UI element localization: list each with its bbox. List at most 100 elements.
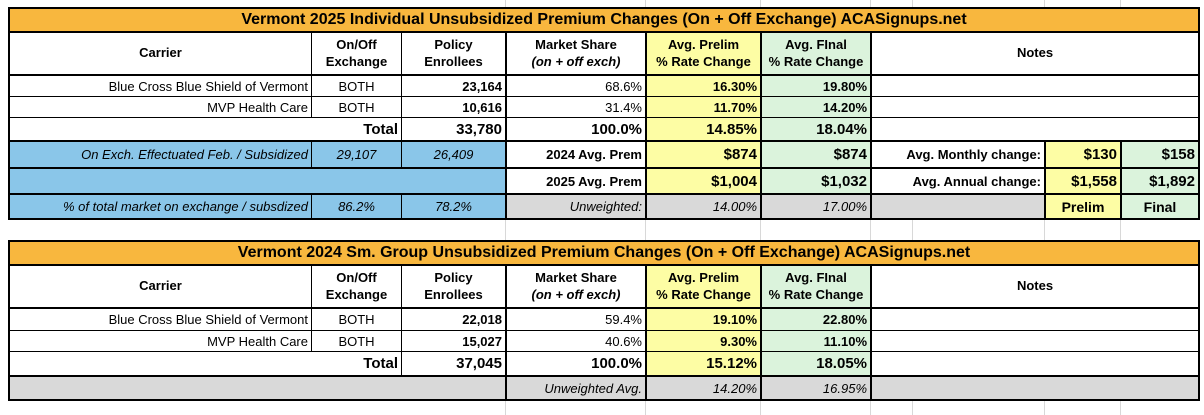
- carrier-row-bcbs: Blue Cross Blue Shield of Vermont BOTH 2…: [10, 309, 1198, 331]
- carrier-row-mvp: MVP Health Care BOTH 15,027 40.6% 9.30% …: [10, 331, 1198, 352]
- prem-2025-final[interactable]: $1,032: [762, 169, 872, 193]
- total-notes[interactable]: [872, 352, 1198, 375]
- prelim-cell[interactable]: 9.30%: [647, 331, 762, 351]
- total-enrollees[interactable]: 33,780: [402, 118, 507, 140]
- total-prelim[interactable]: 14.85%: [647, 118, 762, 140]
- monthly-change-final[interactable]: $158: [1122, 142, 1198, 167]
- individual-table: Vermont 2025 Individual Unsubsidized Pre…: [8, 7, 1200, 220]
- enrollees-header[interactable]: Policy Enrollees: [402, 266, 507, 307]
- unweighted-row: Unweighted Avg. 14.20% 16.95%: [10, 377, 1198, 399]
- prem-2024-final[interactable]: $874: [762, 142, 872, 167]
- exchange-header[interactable]: On/Off Exchange: [312, 33, 402, 74]
- unweighted-final[interactable]: 17.00%: [762, 195, 872, 218]
- enrollees-header[interactable]: Policy Enrollees: [402, 33, 507, 74]
- individual-table-title[interactable]: Vermont 2025 Individual Unsubsidized Pre…: [10, 9, 1198, 31]
- carrier-header[interactable]: Carrier: [10, 266, 312, 307]
- total-final[interactable]: 18.04%: [762, 118, 872, 140]
- market-share-header[interactable]: Market Share (on + off exch): [507, 266, 647, 307]
- carrier-row-bcbs: Blue Cross Blue Shield of Vermont BOTH 2…: [10, 76, 1198, 97]
- notes-header[interactable]: Notes: [872, 33, 1198, 74]
- pct-on-exchange-row: % of total market on exchange / subsdize…: [10, 195, 1198, 218]
- unweighted-label[interactable]: Unweighted:: [507, 195, 647, 218]
- monthly-change-label[interactable]: Avg. Monthly change:: [872, 142, 1046, 167]
- prelim-header[interactable]: Avg. Prelim% Rate Change: [647, 33, 762, 74]
- notes-cell[interactable]: [872, 331, 1198, 351]
- annual-change-label[interactable]: Avg. Annual change:: [872, 169, 1046, 193]
- exchange-cell[interactable]: BOTH: [312, 76, 402, 96]
- exchange-header[interactable]: On/Off Exchange: [312, 266, 402, 307]
- final-cell[interactable]: 22.80%: [762, 309, 872, 330]
- final-cell[interactable]: 19.80%: [762, 76, 872, 96]
- total-market-share[interactable]: 100.0%: [507, 118, 647, 140]
- subsidized-label[interactable]: On Exch. Effectuated Feb. / Subsidized: [10, 142, 312, 167]
- subsidized-on-exch[interactable]: 29,107: [312, 142, 402, 167]
- unweighted-blank-notes[interactable]: [872, 377, 1198, 399]
- carrier-cell[interactable]: MVP Health Care: [10, 97, 312, 117]
- subsidized-blank-cell[interactable]: [10, 169, 507, 193]
- annual-change-prelim[interactable]: $1,558: [1046, 169, 1122, 193]
- unweighted-blank-left[interactable]: [10, 377, 507, 399]
- enrollees-cell[interactable]: 15,027: [402, 331, 507, 351]
- annual-change-final[interactable]: $1,892: [1122, 169, 1198, 193]
- carrier-cell[interactable]: Blue Cross Blue Shield of Vermont: [10, 76, 312, 96]
- notes-cell[interactable]: [872, 97, 1198, 117]
- final-tag[interactable]: Final: [1122, 195, 1198, 218]
- market-share-cell[interactable]: 31.4%: [507, 97, 647, 117]
- monthly-change-prelim[interactable]: $130: [1046, 142, 1122, 167]
- prem-2024-prelim[interactable]: $874: [647, 142, 762, 167]
- market-share-header[interactable]: Market Share (on + off exch): [507, 33, 647, 74]
- enrollees-cell[interactable]: 23,164: [402, 76, 507, 96]
- total-label[interactable]: Total: [10, 352, 402, 375]
- carrier-row-mvp: MVP Health Care BOTH 10,616 31.4% 11.70%…: [10, 97, 1198, 118]
- notes-cell[interactable]: [872, 76, 1198, 96]
- subsidized-count[interactable]: 26,409: [402, 142, 507, 167]
- unweighted-prelim[interactable]: 14.20%: [647, 377, 762, 399]
- small-group-table-title[interactable]: Vermont 2024 Sm. Group Unsubsidized Prem…: [10, 242, 1198, 264]
- unweighted-label[interactable]: Unweighted Avg.: [507, 377, 647, 399]
- total-notes[interactable]: [872, 118, 1198, 140]
- total-final[interactable]: 18.05%: [762, 352, 872, 375]
- pct-on-exch[interactable]: 86.2%: [312, 195, 402, 218]
- unweighted-blank-cell[interactable]: [872, 195, 1046, 218]
- final-cell[interactable]: 14.20%: [762, 97, 872, 117]
- total-prelim[interactable]: 15.12%: [647, 352, 762, 375]
- total-market-share[interactable]: 100.0%: [507, 352, 647, 375]
- unweighted-final[interactable]: 16.95%: [762, 377, 872, 399]
- prelim-cell[interactable]: 11.70%: [647, 97, 762, 117]
- enrollees-cell[interactable]: 22,018: [402, 309, 507, 330]
- unweighted-prelim[interactable]: 14.00%: [647, 195, 762, 218]
- pct-subsidized[interactable]: 78.2%: [402, 195, 507, 218]
- between-tables-gridlines: [8, 220, 1196, 240]
- bottom-margin-gridlines: [8, 401, 1196, 415]
- prelim-tag[interactable]: Prelim: [1046, 195, 1122, 218]
- pct-label[interactable]: % of total market on exchange / subsdize…: [10, 195, 312, 218]
- prem-2025-label[interactable]: 2025 Avg. Prem: [507, 169, 647, 193]
- prem-2025-prelim[interactable]: $1,004: [647, 169, 762, 193]
- prelim-cell[interactable]: 19.10%: [647, 309, 762, 330]
- final-header[interactable]: Avg. FInal% Rate Change: [762, 33, 872, 74]
- top-margin-gridlines: [8, 0, 1196, 7]
- prelim-header[interactable]: Avg. Prelim% Rate Change: [647, 266, 762, 307]
- exchange-cell[interactable]: BOTH: [312, 331, 402, 351]
- small-group-header-row: Carrier On/Off Exchange Policy Enrollees M…: [10, 266, 1198, 309]
- market-share-cell[interactable]: 40.6%: [507, 331, 647, 351]
- prelim-cell[interactable]: 16.30%: [647, 76, 762, 96]
- small-group-table: Vermont 2024 Sm. Group Unsubsidized Prem…: [8, 240, 1200, 401]
- prem-2024-label[interactable]: 2024 Avg. Prem: [507, 142, 647, 167]
- notes-cell[interactable]: [872, 309, 1198, 330]
- market-share-cell[interactable]: 59.4%: [507, 309, 647, 330]
- notes-header[interactable]: Notes: [872, 266, 1198, 307]
- enrollees-cell[interactable]: 10,616: [402, 97, 507, 117]
- carrier-cell[interactable]: MVP Health Care: [10, 331, 312, 351]
- market-share-cell[interactable]: 68.6%: [507, 76, 647, 96]
- total-label[interactable]: Total: [10, 118, 402, 140]
- carrier-header[interactable]: Carrier: [10, 33, 312, 74]
- final-header[interactable]: Avg. FInal% Rate Change: [762, 266, 872, 307]
- final-cell[interactable]: 11.10%: [762, 331, 872, 351]
- subsidized-row: On Exch. Effectuated Feb. / Subsidized 2…: [10, 142, 1198, 169]
- individual-title-row: Vermont 2025 Individual Unsubsidized Pre…: [10, 9, 1198, 33]
- total-enrollees[interactable]: 37,045: [402, 352, 507, 375]
- carrier-cell[interactable]: Blue Cross Blue Shield of Vermont: [10, 309, 312, 330]
- exchange-cell[interactable]: BOTH: [312, 97, 402, 117]
- exchange-cell[interactable]: BOTH: [312, 309, 402, 330]
